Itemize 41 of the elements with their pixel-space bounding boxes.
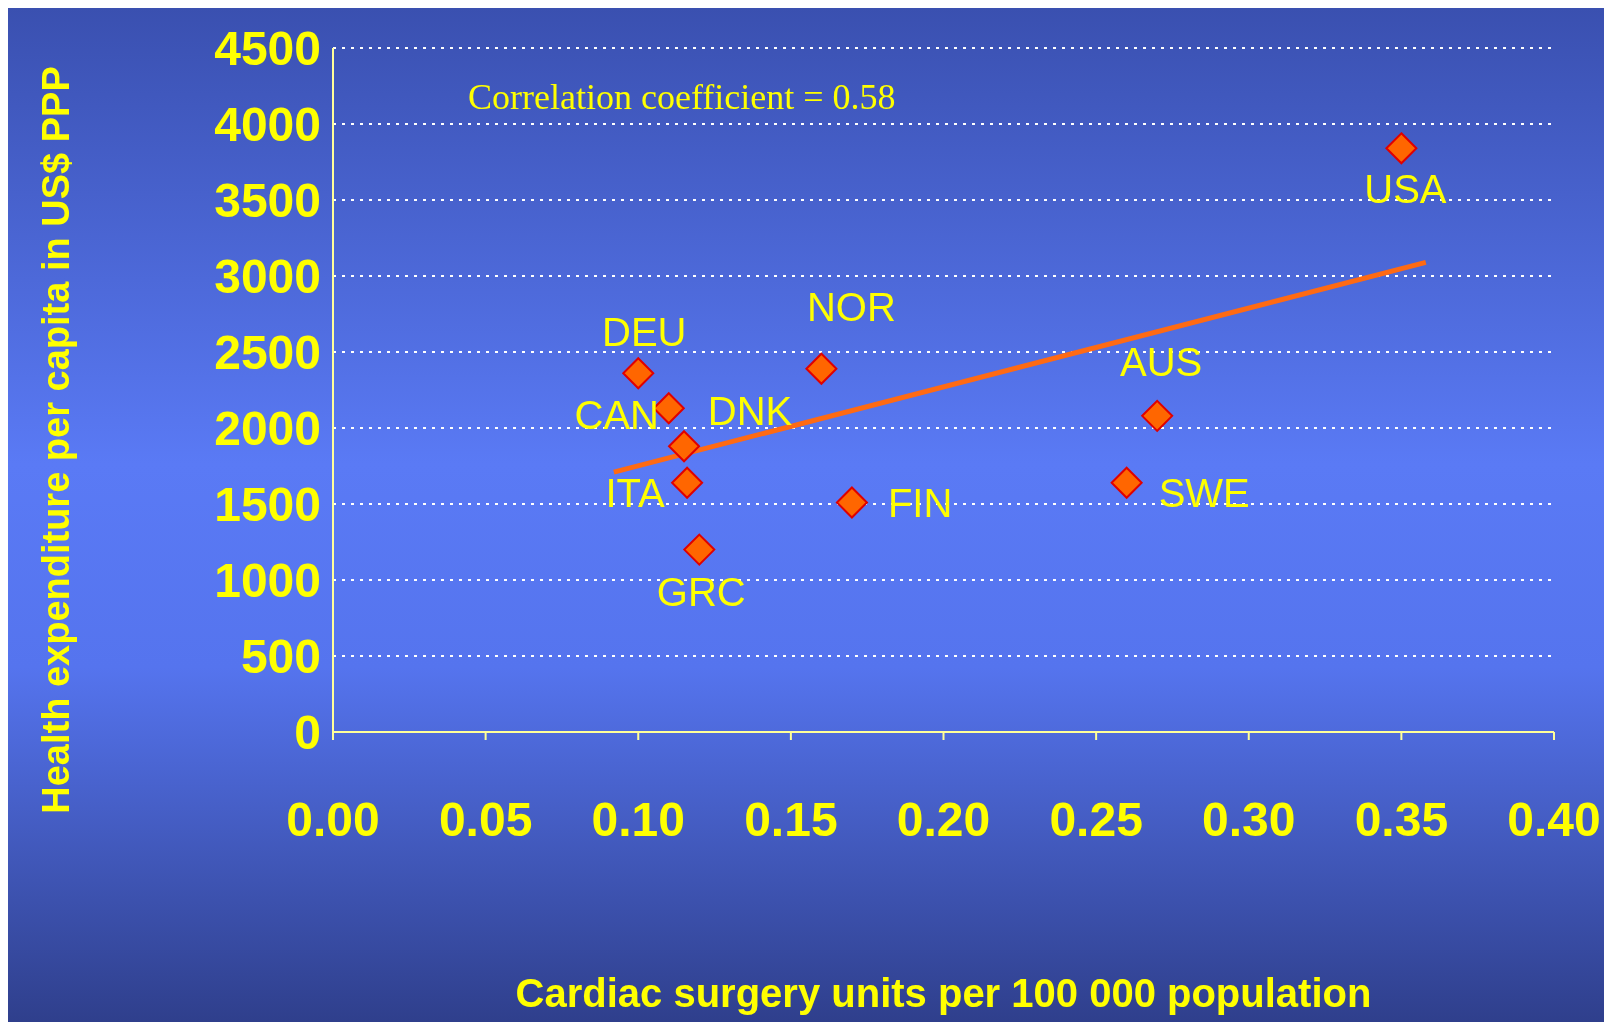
point	[805, 352, 838, 385]
point	[668, 430, 701, 463]
annotation: Correlation coefficient = 0.58	[468, 76, 896, 118]
y-tick-label: 4500	[214, 22, 321, 76]
x-tick-label: 0.00	[286, 793, 380, 847]
point	[1110, 466, 1143, 499]
point	[683, 533, 716, 566]
annotation: ITA	[605, 471, 666, 516]
point	[1385, 132, 1418, 165]
annotation: FIN	[887, 481, 953, 526]
y-axis-title: Health expenditure per capita in US$ PPP	[34, 65, 78, 814]
annotation: DNK	[707, 388, 793, 433]
y-tick-label: 4000	[214, 98, 321, 152]
annotation: GRC	[656, 570, 746, 615]
annotation: USA	[1364, 166, 1447, 211]
x-tick-label: 0.40	[1507, 793, 1601, 847]
annotation: AUS	[1120, 340, 1203, 385]
annotation: NOR	[806, 285, 896, 330]
point	[1141, 399, 1174, 432]
y-tick-label: 3000	[214, 250, 321, 304]
x-tick-label: 0.20	[896, 793, 991, 847]
x-tick-label: 0.30	[1202, 793, 1296, 847]
annotation: SWE	[1158, 471, 1250, 516]
y-tick-label: 1000	[214, 554, 321, 608]
point	[622, 357, 655, 390]
y-tick-label: 500	[240, 630, 321, 684]
y-tick-label: 1500	[214, 478, 321, 532]
point	[671, 466, 704, 499]
x-axis-title: Cardiac surgery units per 100 000 population	[514, 971, 1373, 1016]
x-tick-label: 0.05	[438, 793, 533, 847]
x-tick-label: 0.15	[744, 793, 838, 847]
x-tick-label: 0.35	[1354, 793, 1449, 847]
point	[835, 486, 868, 519]
x-tick-label: 0.10	[591, 793, 685, 847]
x-tick-label: 0.25	[1049, 793, 1143, 847]
annotation: DEU	[602, 309, 687, 354]
annotation: CAN	[574, 392, 659, 437]
y-tick-label: 2500	[214, 326, 321, 380]
y-tick-label: 2000	[214, 402, 321, 456]
y-tick-label: 3500	[214, 174, 321, 228]
y-tick-label: 0	[294, 706, 321, 760]
